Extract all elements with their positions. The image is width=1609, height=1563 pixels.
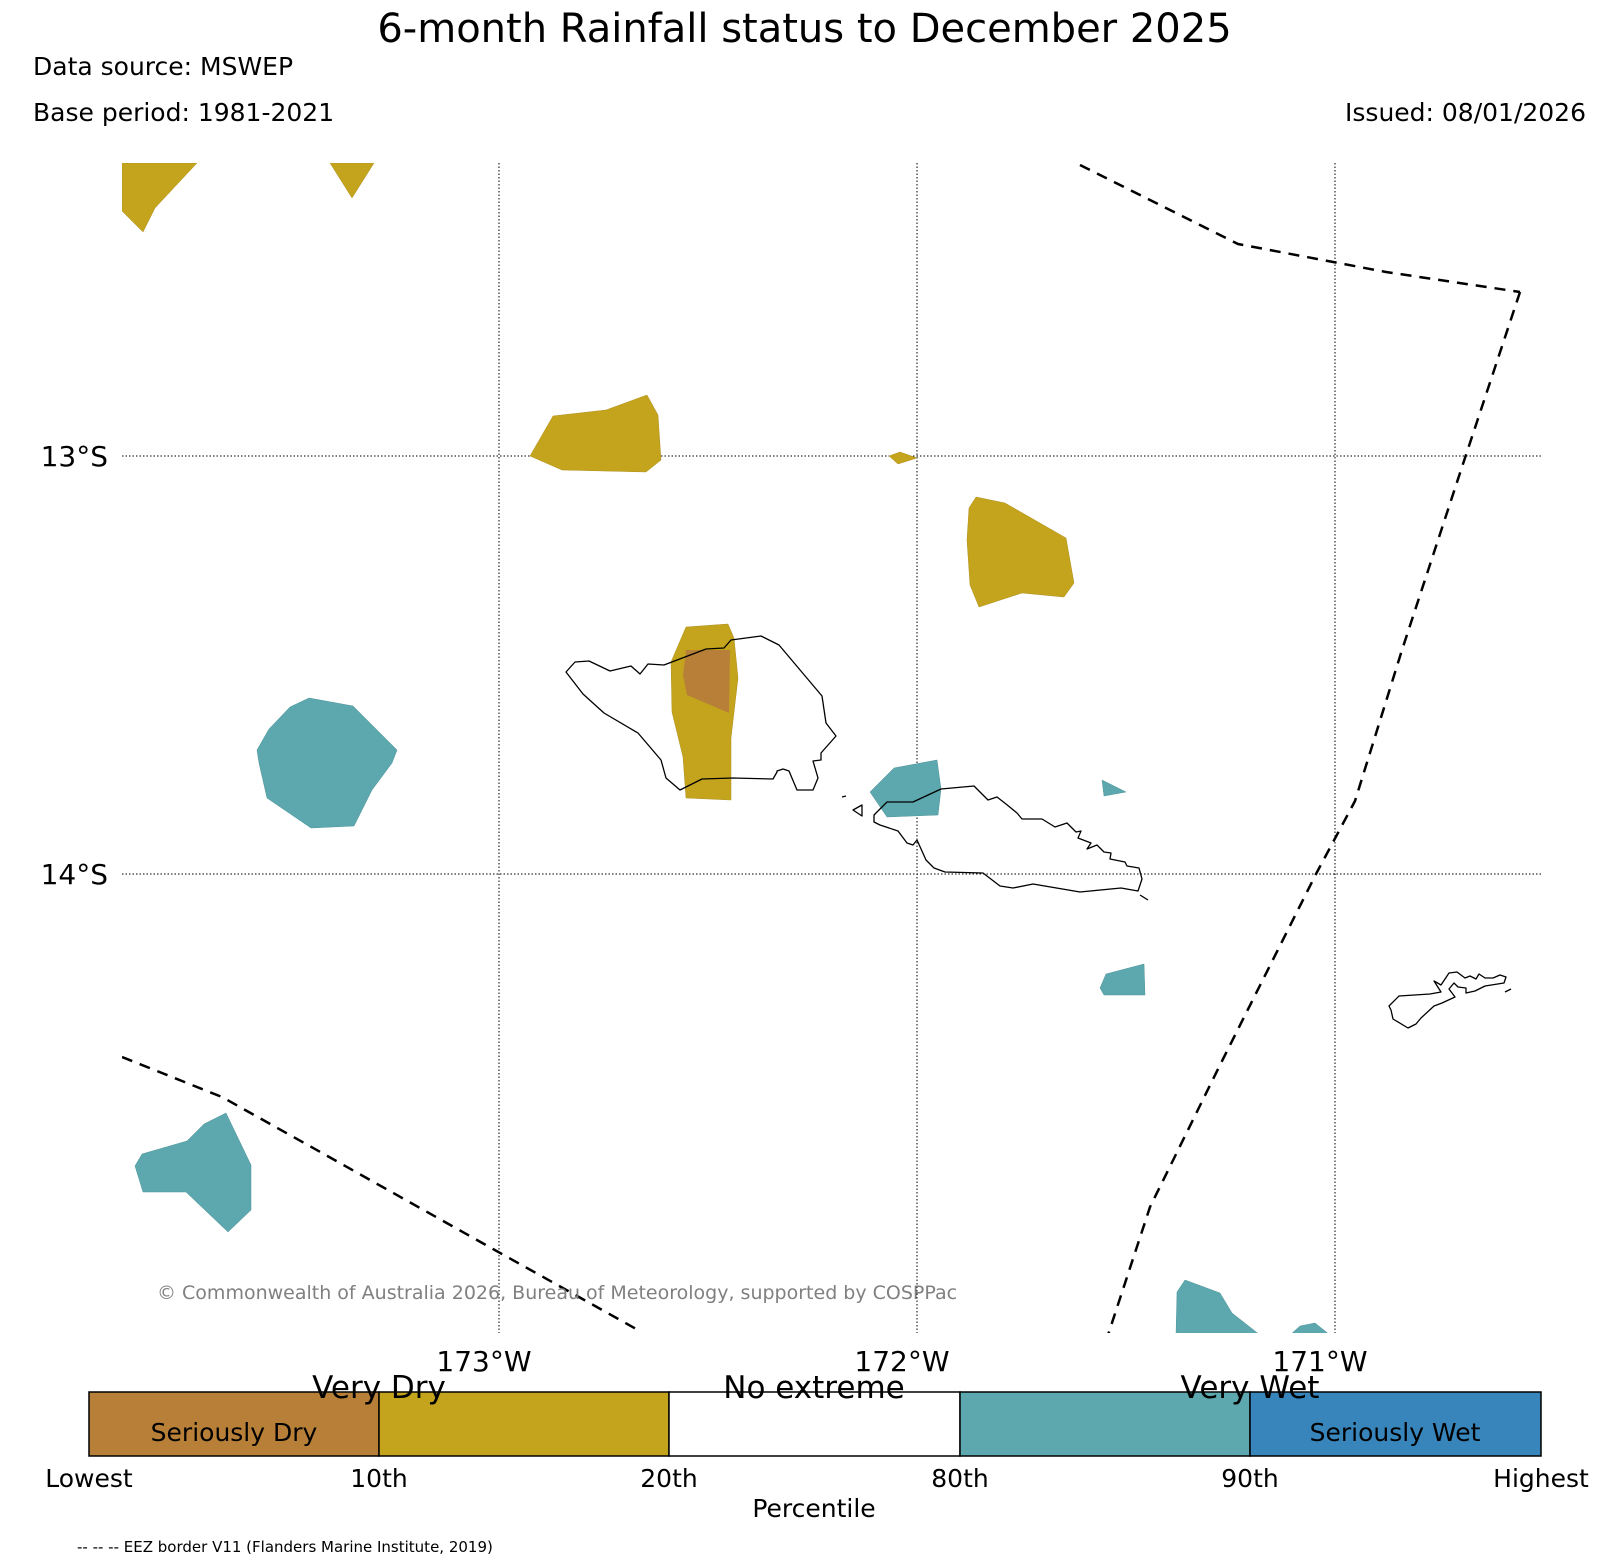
very-dry-region [966, 496, 1075, 608]
very-wet-region [1101, 779, 1127, 797]
data-source-label: Data source: MSWEP [33, 52, 294, 81]
eez-border-north [1079, 163, 1521, 294]
colorbar-seriously-wet-label: Seriously Wet [1310, 1418, 1481, 1447]
colorbar-seriously-dry-label: Seriously Dry [151, 1418, 318, 1447]
lon-label-171w: 171°W [1272, 1345, 1367, 1378]
very-dry-regions [122, 163, 1075, 801]
copyright-text: © Commonwealth of Australia 2026, Bureau… [157, 1282, 957, 1304]
eez-border-south [122, 1055, 639, 1332]
manono-island-outline [841, 795, 847, 798]
eez-border-east [1107, 291, 1522, 1333]
aunuu-island-outline [1504, 988, 1512, 993]
seriously-dry-region [683, 650, 730, 713]
colorbar-tick-highest: Highest [1493, 1464, 1589, 1493]
upolu-island-outline [565, 635, 837, 791]
colorbar-segment-very-dry [378, 1391, 670, 1457]
issued-date-label: Issued: 08/01/2026 [1345, 98, 1586, 127]
map-frame: © Commonwealth of Australia 2026, Bureau… [122, 163, 1543, 1333]
colorbar-group-no-extreme: No extreme [723, 1370, 904, 1406]
very-wet-region [134, 1112, 252, 1233]
coastlines [565, 635, 1512, 1029]
gridlines [122, 163, 1543, 1333]
apolima-island-outline [852, 804, 863, 817]
very-dry-region [888, 451, 918, 465]
colorbar-group-very-dry: Very Dry [312, 1370, 446, 1406]
base-period-label: Base period: 1981-2021 [33, 98, 335, 127]
very-wet-region [1291, 1322, 1328, 1333]
very-wet-regions [134, 697, 1328, 1333]
very-wet-region [256, 697, 398, 829]
very-dry-region [122, 163, 198, 233]
colorbar-tick-20th: 20th [640, 1464, 697, 1493]
colorbar-title: Percentile [752, 1494, 875, 1523]
map-title: 6-month Rainfall status to December 2025 [377, 6, 1232, 52]
colorbar-tick-90th: 90th [1221, 1464, 1278, 1493]
colorbar: Very Dry No extreme Very Wet Seriously D… [45, 1370, 1589, 1523]
island-outline [1139, 894, 1149, 901]
very-dry-region [329, 163, 375, 199]
colorbar-group-very-wet: Very Wet [1181, 1370, 1320, 1406]
colorbar-tick-lowest: Lowest [45, 1464, 133, 1493]
colorbar-segment-seriously-wet [1249, 1391, 1542, 1457]
very-wet-region [1175, 1279, 1258, 1333]
eez-legend-note: -- -- -- EEZ border V11 (Flanders Marine… [77, 1538, 493, 1556]
lat-label-14s: 14°S [41, 858, 108, 891]
colorbar-tick-80th: 80th [931, 1464, 988, 1493]
lon-label-172w: 172°W [854, 1345, 949, 1378]
tutuila-island-outline [1388, 971, 1507, 1029]
eez-borders [122, 163, 1522, 1333]
very-dry-region [529, 394, 662, 473]
colorbar-tick-10th: 10th [350, 1464, 407, 1493]
colorbar-segment-very-wet [959, 1391, 1251, 1457]
lat-label-13s: 13°S [41, 440, 108, 473]
lon-label-173w: 173°W [436, 1345, 531, 1378]
very-wet-region [1099, 963, 1146, 996]
savaii-island-outline [873, 785, 1143, 893]
